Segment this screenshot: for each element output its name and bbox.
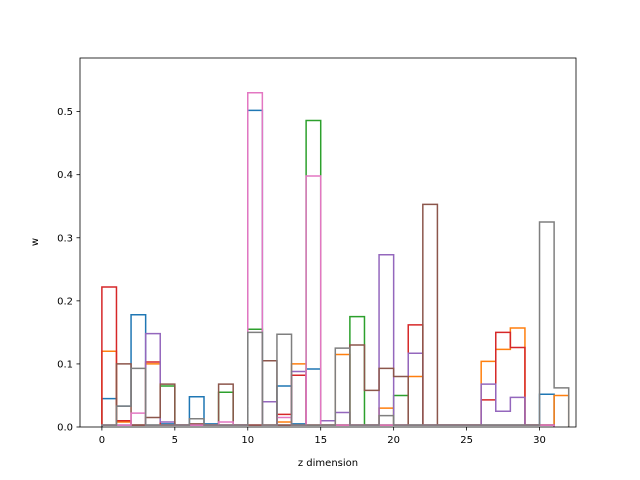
y-tick-label: 0.2 — [57, 296, 73, 307]
y-tick-label: 0.3 — [57, 233, 73, 244]
y-tick-label: 0.5 — [57, 107, 73, 118]
plot-frame — [79, 57, 577, 428]
x-tick-label: 20 — [387, 435, 400, 446]
x-tick-label: 5 — [172, 435, 178, 446]
y-axis-label: w — [30, 238, 41, 246]
x-axis: 0 5 10 15 20 25 30 — [99, 427, 546, 446]
x-tick-label: 25 — [460, 435, 473, 446]
x-tick-label: 30 — [533, 435, 546, 446]
x-axis-label: z dimension — [298, 458, 358, 469]
y-axis: 0.0 0.1 0.2 0.3 0.4 0.5 — [57, 107, 80, 434]
series-layer — [101, 91, 570, 427]
x-tick-label: 0 — [99, 435, 105, 446]
y-tick-label: 0.0 — [57, 423, 73, 434]
y-tick-label: 0.4 — [57, 170, 73, 181]
y-tick-label: 0.1 — [57, 359, 73, 370]
series-step-8 — [101, 221, 570, 427]
plot-background — [80, 58, 576, 427]
x-tick-label: 10 — [241, 435, 254, 446]
x-tick-label: 15 — [314, 435, 327, 446]
